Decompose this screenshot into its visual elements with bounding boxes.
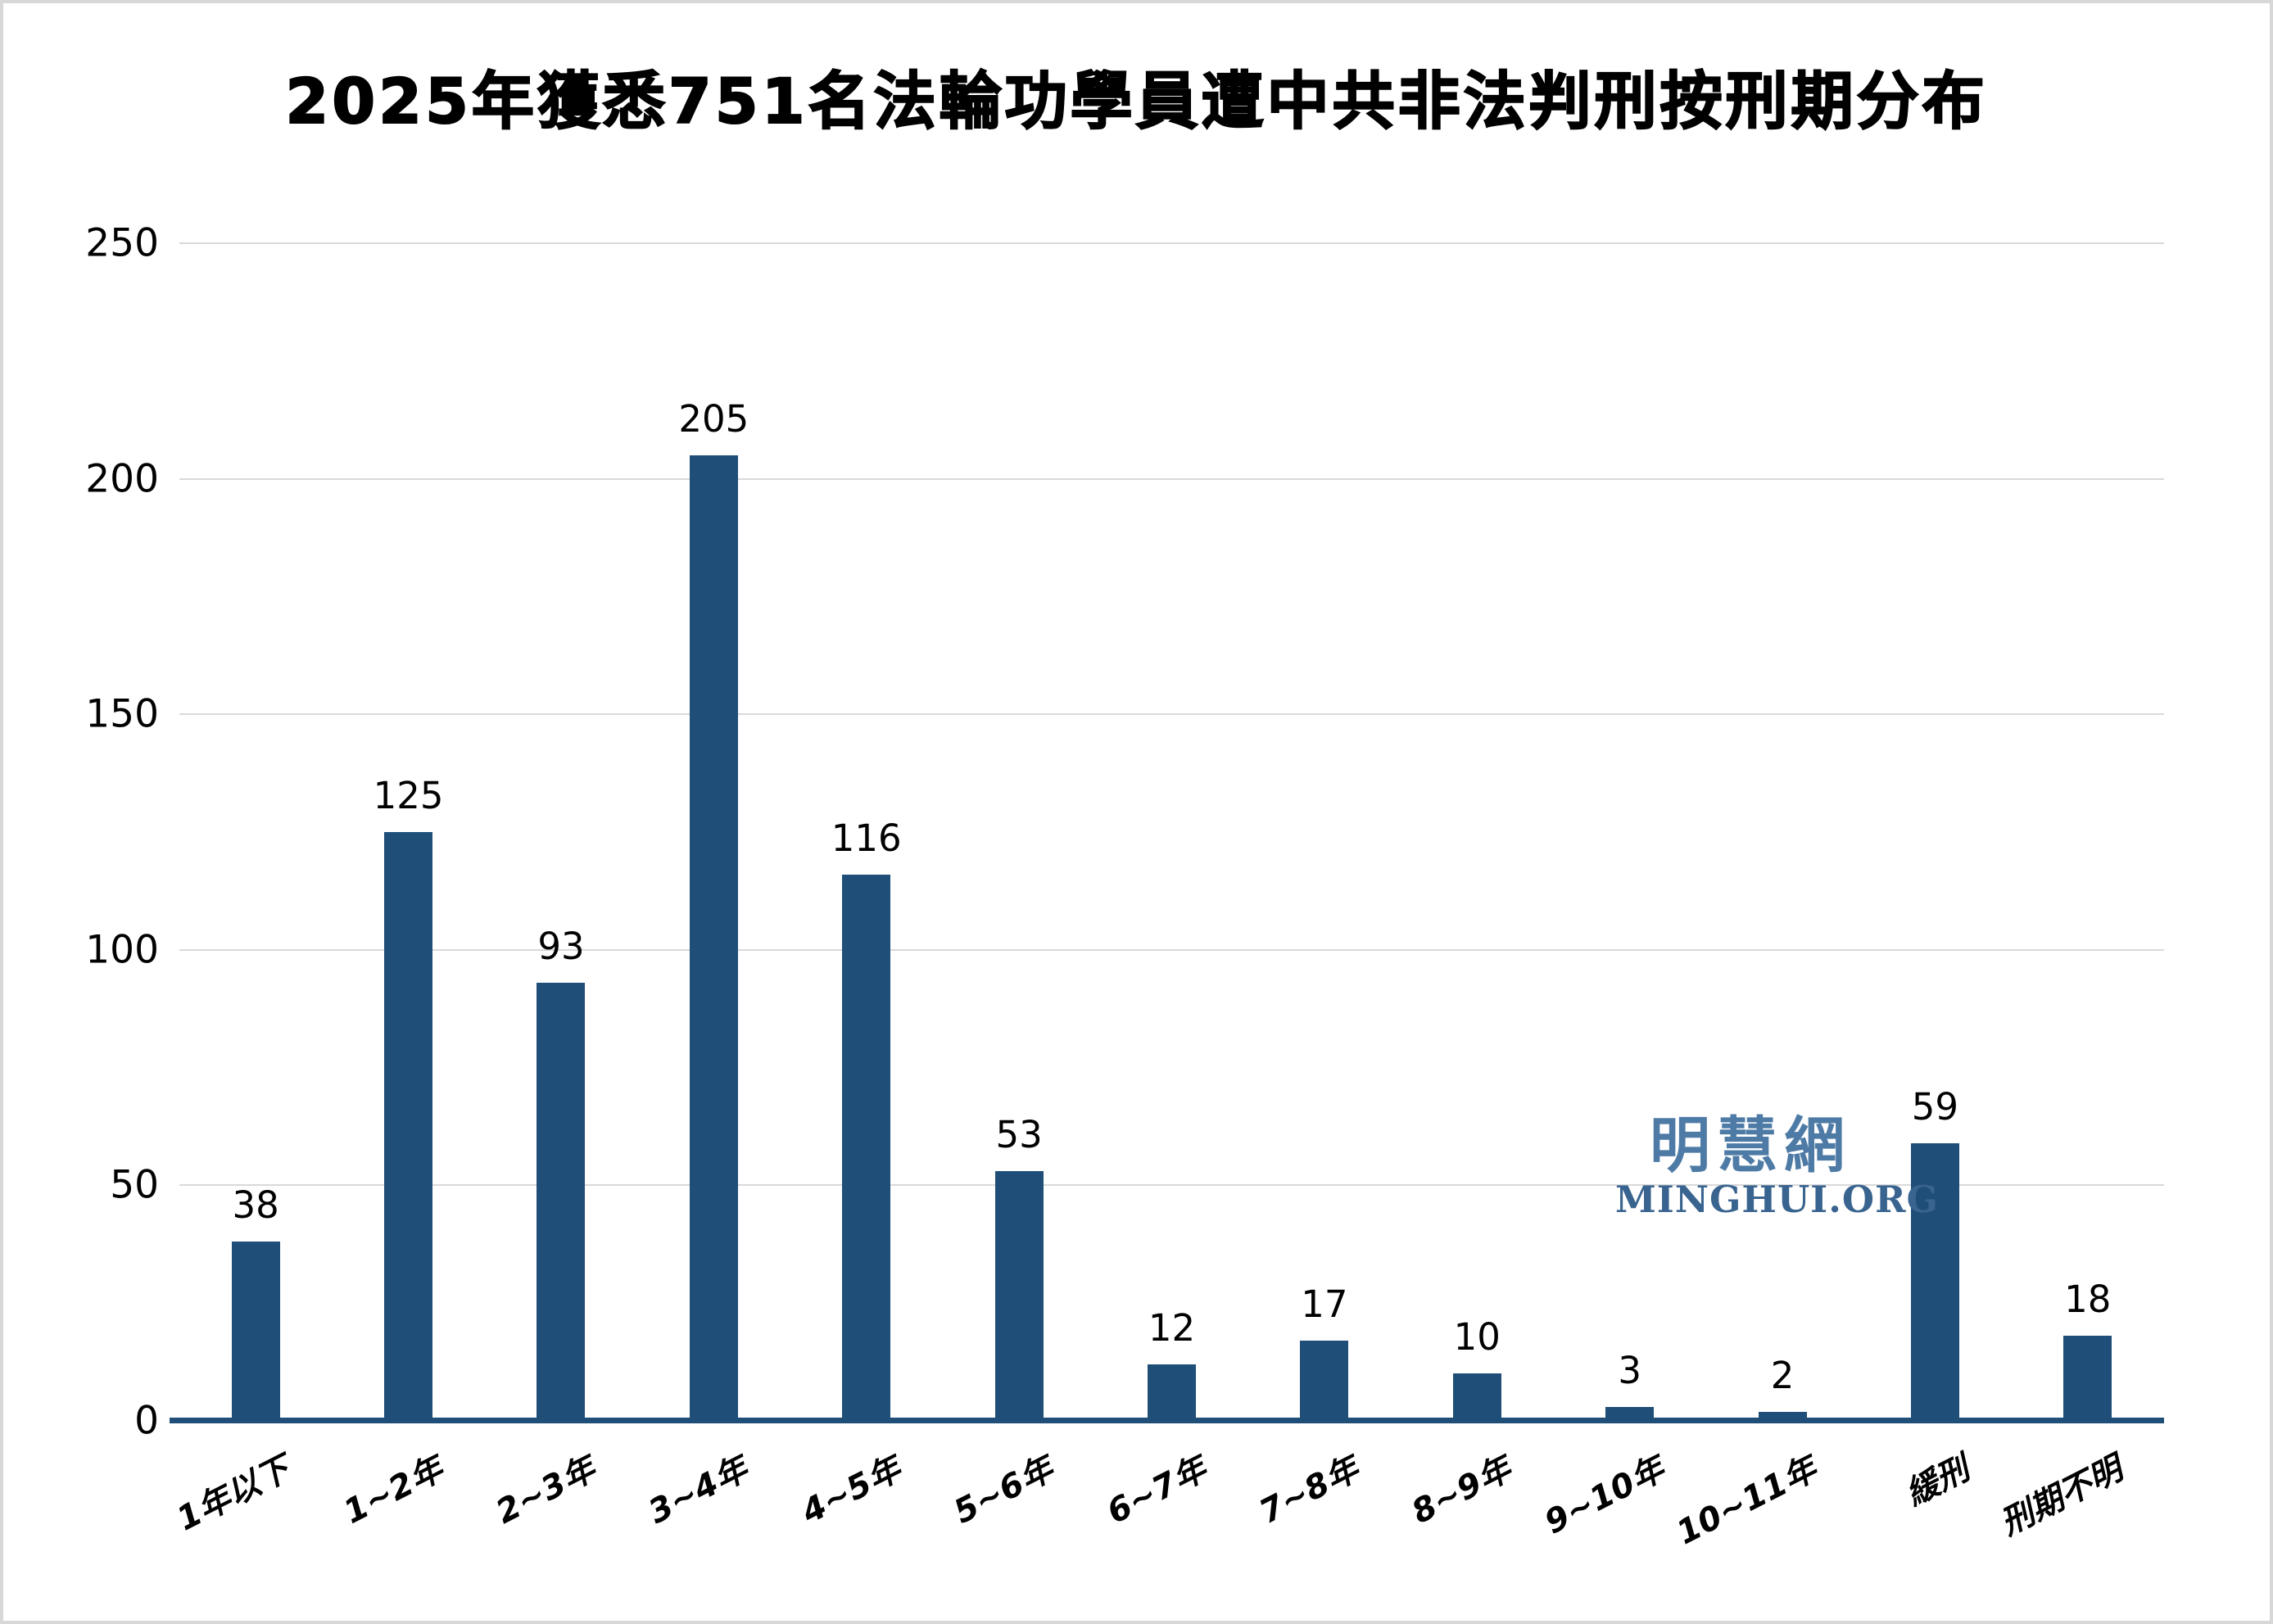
y-axis-tick-label-0: 0 bbox=[134, 1398, 159, 1444]
x-axis-tick-label-3~4年: 3~4年 bbox=[642, 1450, 754, 1531]
bar-3~4年 bbox=[689, 455, 738, 1421]
bar-value-label-7~8年: 17 bbox=[1301, 1282, 1348, 1327]
x-axis-tick-label-7~8年: 7~8年 bbox=[1253, 1450, 1365, 1531]
bar-value-label-8~9年: 10 bbox=[1453, 1315, 1501, 1359]
minghui-watermark: 明慧網 MINGHUI.ORG bbox=[1615, 1111, 1939, 1221]
x-axis-tick-label-5~6年: 5~6年 bbox=[948, 1450, 1060, 1531]
bar-7~8年 bbox=[1300, 1341, 1349, 1421]
bar-8~9年 bbox=[1452, 1373, 1501, 1421]
gridline-y-100 bbox=[179, 948, 2164, 951]
bar-value-label-1~2年: 125 bbox=[373, 774, 444, 817]
x-axis-tick-label-4~5年: 4~5年 bbox=[795, 1450, 908, 1531]
y-axis-tick-label-50: 50 bbox=[110, 1162, 159, 1208]
bar-6~7年 bbox=[1148, 1364, 1196, 1421]
bar-value-label-2~3年: 93 bbox=[537, 925, 585, 969]
y-axis-tick-label-150: 150 bbox=[85, 691, 159, 737]
x-axis-tick-label-1~2年: 1~2年 bbox=[337, 1450, 450, 1531]
bar-10~11年 bbox=[1758, 1411, 1807, 1421]
bar-value-label-5~6年: 53 bbox=[995, 1113, 1043, 1157]
y-axis-tick-label-200: 200 bbox=[85, 456, 159, 502]
y-axis-tick-label-100: 100 bbox=[85, 927, 159, 973]
bar-2~3年 bbox=[537, 983, 586, 1421]
gridline-y-150 bbox=[179, 713, 2164, 716]
plot-area: 0 50 100 150 200 250 38 1年以下 125 1~2年 93 2~3年 205 3~4… bbox=[85, 224, 2164, 1552]
y-axis-tick-label-250: 250 bbox=[85, 220, 159, 266]
bar-value-label-3~4年: 205 bbox=[678, 396, 749, 441]
bar-4~5年 bbox=[842, 874, 891, 1421]
x-axis-tick-label-8~9年: 8~9年 bbox=[1406, 1450, 1518, 1531]
bar-9~10年 bbox=[1605, 1406, 1655, 1421]
x-axis-tick-label-10~11年: 10~11年 bbox=[1670, 1450, 1823, 1553]
bar-value-label-9~10年: 3 bbox=[1618, 1348, 1641, 1392]
bar-value-label-緩刑: 59 bbox=[1911, 1084, 1959, 1129]
gridline-y-50 bbox=[179, 1184, 2164, 1187]
chart-title: 2025年獲悉751名法輪功學員遭中共非法判刑按刑期分布 bbox=[284, 64, 1988, 138]
watermark-latin-text: MINGHUI.ORG bbox=[1615, 1178, 1939, 1221]
bar-value-label-1年以下: 38 bbox=[232, 1183, 279, 1228]
bar-緩刑 bbox=[1910, 1142, 1959, 1421]
bar-刑期不明 bbox=[2063, 1336, 2112, 1421]
bar-value-label-刑期不明: 18 bbox=[2064, 1278, 2112, 1322]
bar-value-label-10~11年: 2 bbox=[1770, 1353, 1795, 1397]
x-axis-tick-label-刑期不明: 刑期不明 bbox=[1994, 1450, 2129, 1543]
gridline-y-200 bbox=[179, 477, 2164, 480]
x-axis-tick-label-2~3年: 2~3年 bbox=[490, 1450, 602, 1531]
bar-value-label-4~5年: 116 bbox=[831, 816, 902, 860]
bar-1~2年 bbox=[384, 832, 433, 1421]
watermark-cjk-text: 明慧網 bbox=[1650, 1111, 1851, 1181]
gridline-y-250 bbox=[179, 242, 2164, 244]
bar-1年以下 bbox=[231, 1242, 280, 1421]
bar-5~6年 bbox=[994, 1171, 1044, 1421]
x-axis-tick-label-9~10年: 9~10年 bbox=[1538, 1450, 1671, 1542]
x-axis-tick-label-6~7年: 6~7年 bbox=[1101, 1450, 1213, 1531]
x-axis-tick-label-緩刑: 緩刑 bbox=[1899, 1450, 1976, 1513]
bar-value-label-6~7年: 12 bbox=[1148, 1305, 1196, 1350]
x-axis-tick-label-1年以下: 1年以下 bbox=[171, 1450, 297, 1539]
